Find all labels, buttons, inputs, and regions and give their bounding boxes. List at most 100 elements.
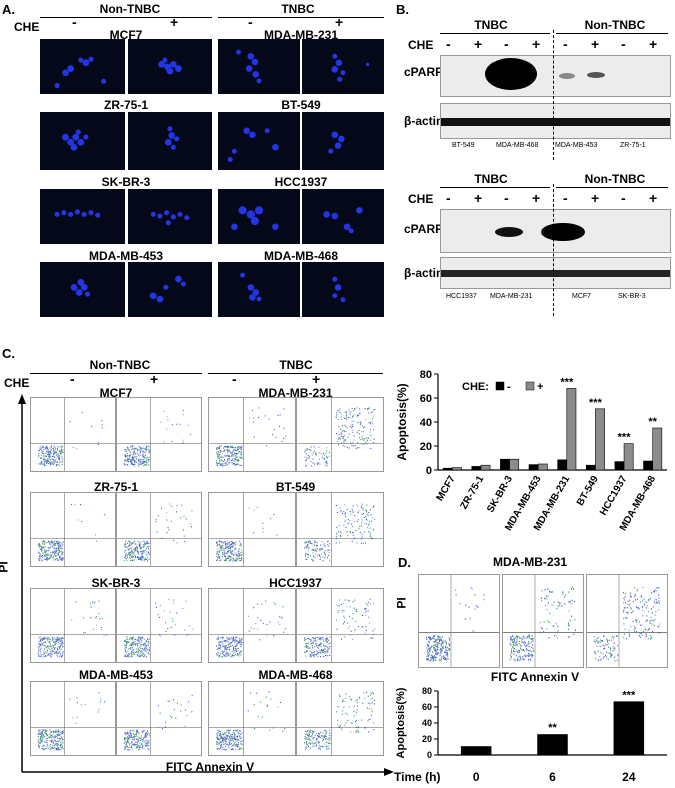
panel-a-sign-2: + xyxy=(170,14,179,30)
panel-c-label-right-0: MDA-MB-231 xyxy=(258,386,333,400)
micrograph xyxy=(40,39,125,94)
micrograph xyxy=(302,39,384,94)
che-sign: + xyxy=(474,36,483,52)
che-sign: + xyxy=(532,190,541,206)
micrograph xyxy=(128,112,212,170)
legend-swatch xyxy=(495,381,505,391)
flow-cytometry-plot xyxy=(208,397,296,472)
flow-cytometry-plot xyxy=(208,588,296,663)
legend-label: + xyxy=(537,381,543,393)
x-tick-label: SK-BR-3 xyxy=(485,474,515,515)
panel-b-non-tnbc-top: Non-TNBC xyxy=(584,18,646,32)
lane-label-top-1: MDA-MB-468 xyxy=(496,142,539,149)
significance-label: ** xyxy=(648,416,657,428)
panel-c-divider-left xyxy=(30,373,202,374)
legend-title: CHE: xyxy=(462,381,489,393)
panel-a-sign-1: - xyxy=(72,14,77,30)
actin-label-top: β-actin xyxy=(404,114,444,128)
flow-cytometry-plot xyxy=(30,588,116,663)
che-sign: - xyxy=(621,190,626,206)
bar xyxy=(566,388,577,471)
y-tick-label: 80 xyxy=(422,686,432,696)
blot-cparp-bottom xyxy=(440,209,671,253)
micrograph xyxy=(40,262,125,317)
bar xyxy=(643,460,653,471)
lane-label-top-0: BT-549 xyxy=(452,142,475,149)
y-tick-label: 40 xyxy=(420,417,432,429)
panel-a-label-right-1: BT-549 xyxy=(281,98,321,112)
lane-label-bottom-1: MDA-MB-231 xyxy=(490,293,533,300)
che-sign: + xyxy=(532,36,541,52)
bar xyxy=(500,458,510,471)
significance-label: *** xyxy=(618,432,632,444)
che-sign: - xyxy=(446,36,451,52)
bar xyxy=(471,466,482,471)
flow-cytometry-plot xyxy=(208,681,296,756)
panel-b-line-tnbc-top xyxy=(440,33,550,34)
che-sign: + xyxy=(591,190,600,206)
bar xyxy=(614,461,625,471)
micrograph xyxy=(218,262,300,317)
panel-c-sign-3: - xyxy=(232,371,237,387)
che-sign: + xyxy=(649,190,658,206)
panel-c-group-non-tnbc: Non-TNBC xyxy=(89,358,151,372)
panel-a-label-right-2: HCC1937 xyxy=(274,175,328,189)
bar xyxy=(460,746,492,755)
panel-a-divider-right xyxy=(218,17,384,18)
bar xyxy=(537,734,568,755)
lane-label-bottom-0: HCC1937 xyxy=(446,293,477,300)
flow-cytometry-plot xyxy=(418,574,500,668)
panel-b-line-non-tnbc-bottom xyxy=(556,187,668,188)
panel-d-x-axis-label: FITC Annexin V xyxy=(490,670,580,684)
panel-d-title: MDA-MB-231 xyxy=(492,555,567,569)
flow-cytometry-plot xyxy=(296,492,384,567)
flow-cytometry-plot xyxy=(30,681,116,756)
y-axis-label: Apoptosis(%) xyxy=(395,687,407,758)
flow-cytometry-plot xyxy=(502,574,584,668)
panel-c-y-axis-label: PI xyxy=(0,561,11,573)
panel-d-y-axis-label: PI xyxy=(394,597,409,609)
micrograph xyxy=(218,112,300,170)
panel-c-che-label: CHE xyxy=(4,376,30,390)
panel-c-label-right-1: BT-549 xyxy=(275,480,316,494)
panel-b-separator-bottom xyxy=(553,184,554,316)
panel-a-letter: A. xyxy=(2,2,15,17)
panel-a-label-right-3: MDA-MB-468 xyxy=(263,249,338,263)
lane-label-top-3: ZR-75-1 xyxy=(620,142,646,149)
bar xyxy=(557,459,568,471)
panel-c-sign-1: - xyxy=(70,371,75,387)
micrograph xyxy=(302,112,384,170)
panel-b-separator-top xyxy=(553,30,554,160)
x-tick-label: ZR-75-1 xyxy=(459,474,487,512)
bar xyxy=(623,443,634,471)
panel-a-group-tnbc: TNBC xyxy=(281,2,315,16)
legend-label: - xyxy=(507,381,511,393)
flow-cytometry-plot xyxy=(586,574,668,668)
flow-cytometry-plot xyxy=(208,492,296,567)
che-sign: + xyxy=(474,190,483,206)
panel-b-tnbc-bottom: TNBC xyxy=(474,172,508,186)
panel-d-letter: D. xyxy=(398,555,411,570)
panel-c-divider-right xyxy=(208,373,383,374)
panel-a-label-right-0: MDA-MB-231 xyxy=(263,28,338,42)
panel-a-che-label: CHE xyxy=(14,20,40,34)
x-tick-label: 6 xyxy=(549,770,556,784)
micrograph xyxy=(128,262,212,317)
y-tick-label: 20 xyxy=(422,734,432,744)
panel-c-label-left-1: ZR-75-1 xyxy=(93,480,138,494)
bar xyxy=(585,464,596,471)
bar xyxy=(452,467,462,471)
che-sign: - xyxy=(504,190,509,206)
significance-label: *** xyxy=(560,376,574,388)
blot-actin-top xyxy=(440,103,671,139)
panel-b-letter: B. xyxy=(396,2,409,17)
che-sign: - xyxy=(621,36,626,52)
x-tick-label: BT-549 xyxy=(575,474,601,508)
y-tick-label: 0 xyxy=(427,750,432,760)
bar xyxy=(480,464,491,471)
legend-swatch xyxy=(525,381,535,391)
che-sign: + xyxy=(649,36,658,52)
micrograph xyxy=(40,112,125,170)
flow-cytometry-plot xyxy=(296,681,384,756)
